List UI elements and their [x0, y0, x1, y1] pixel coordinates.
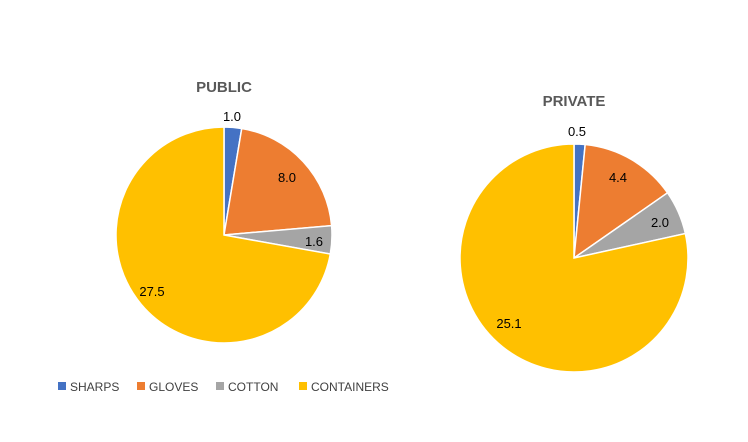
private-chart-title: PRIVATE: [543, 93, 606, 110]
legend: SHARPS GLOVES COTTON CONTAINERS: [58, 380, 389, 394]
legend-swatch-gloves: [137, 382, 145, 390]
public-label-cotton: 1.6: [305, 234, 323, 249]
legend-swatch-sharps: [58, 382, 66, 390]
private-pie: 0.5 4.4 2.0 25.1: [459, 124, 689, 373]
private-slice-containers: [459, 143, 689, 373]
legend-label-sharps: SHARPS: [70, 380, 119, 394]
private-label-containers: 25.1: [496, 316, 521, 331]
legend-label-gloves: GLOVES: [149, 380, 198, 394]
public-label-gloves: 8.0: [278, 170, 296, 185]
private-label-cotton: 2.0: [651, 215, 669, 230]
legend-label-containers: CONTAINERS: [311, 380, 389, 394]
public-label-containers: 27.5: [139, 284, 164, 299]
private-slice-gloves: [573, 143, 669, 260]
legend-swatch-cotton: [216, 382, 224, 390]
public-slice-containers: [115, 126, 332, 344]
private-label-gloves: 4.4: [609, 170, 627, 185]
private-label-sharps: 0.5: [568, 124, 586, 139]
public-pie: 1.0 8.0 1.6 27.5: [115, 109, 333, 344]
public-slice-gloves: [223, 127, 333, 236]
legend-label-cotton: COTTON: [228, 380, 278, 394]
legend-swatch-containers: [299, 382, 307, 390]
public-label-sharps: 1.0: [223, 109, 241, 124]
public-chart-title: PUBLIC: [196, 79, 252, 96]
